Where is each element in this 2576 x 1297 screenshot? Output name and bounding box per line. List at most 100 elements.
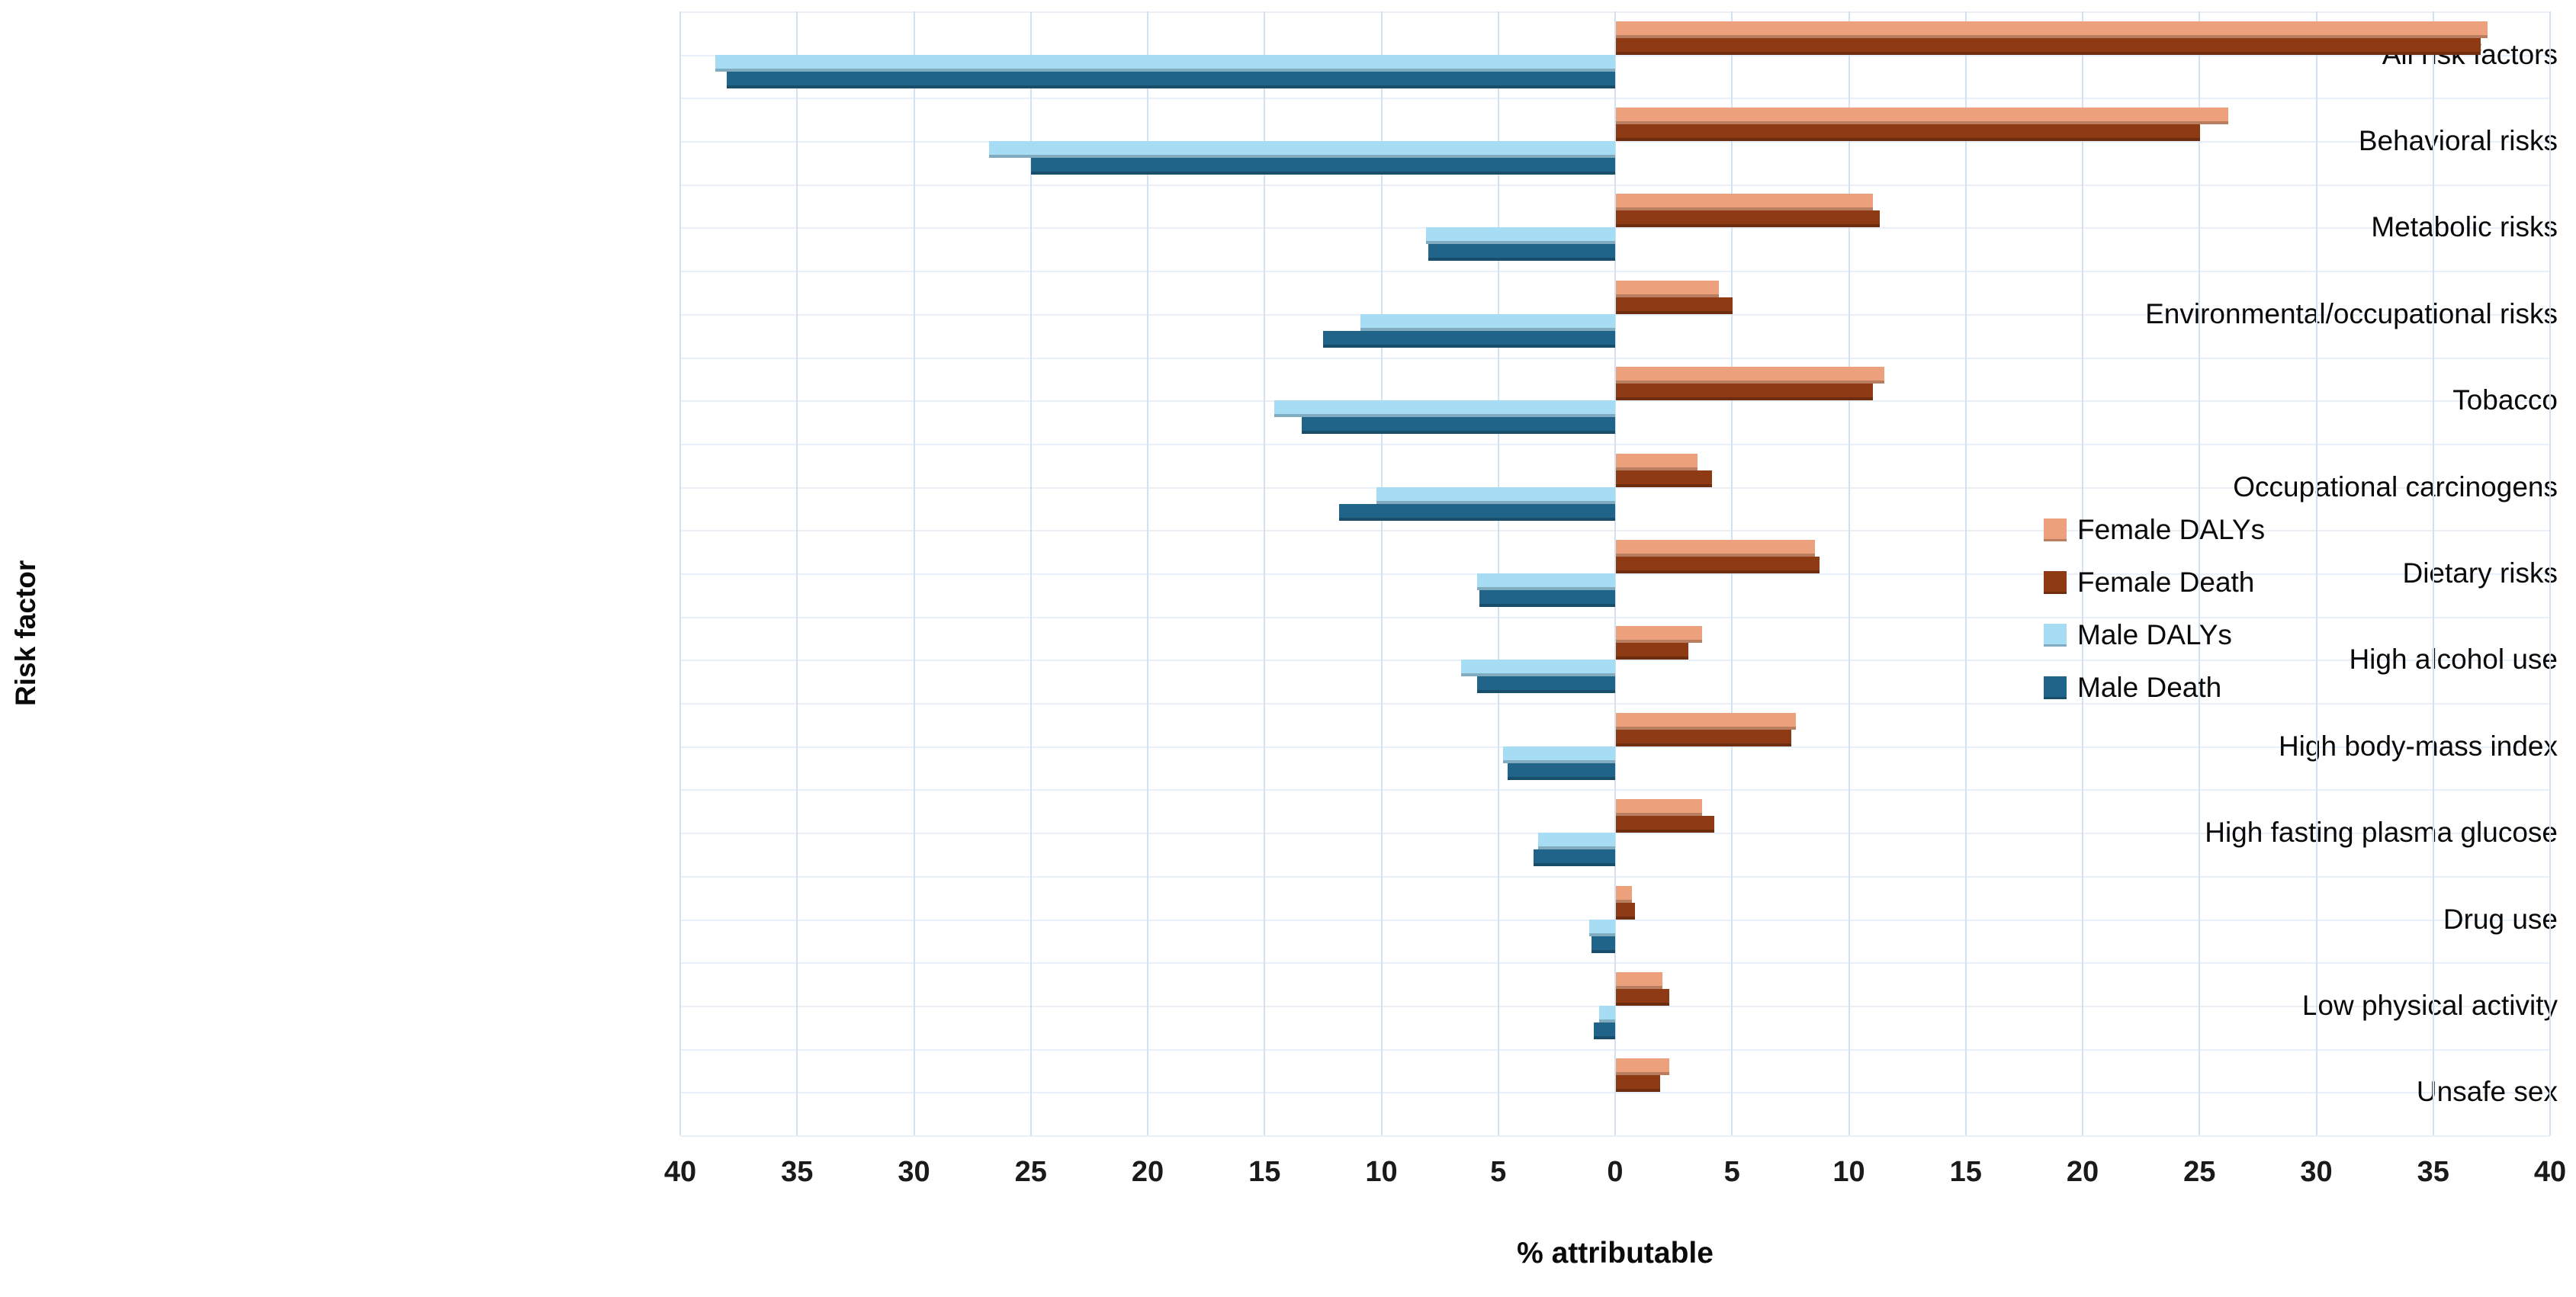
vertical-gridline xyxy=(2549,11,2551,1135)
bar-female-death xyxy=(1616,124,2201,142)
x-tick-label: 15 xyxy=(1248,1156,1281,1188)
bar-female-dalys xyxy=(1616,453,1698,470)
x-tick-label: 10 xyxy=(1832,1156,1865,1188)
vertical-gridline xyxy=(679,11,681,1135)
horizontal-gridline xyxy=(680,1135,2550,1137)
bar-female-dalys xyxy=(1616,540,1815,557)
bar-male-dalys xyxy=(1477,573,1615,590)
bar-male-dalys xyxy=(1425,227,1615,245)
bar-male-dalys xyxy=(1274,400,1615,418)
vertical-gridline xyxy=(1614,11,1616,1135)
legend-label: Female DALYs xyxy=(2077,513,2266,545)
bar-female-dalys xyxy=(1616,108,2229,125)
bar-male-death xyxy=(1533,849,1615,867)
legend-item: Male Death xyxy=(2044,661,2265,714)
bar-male-death xyxy=(1339,503,1615,521)
bar-male-death xyxy=(727,71,1615,88)
x-tick-label: 25 xyxy=(1014,1156,1047,1188)
y-axis-title: Risk factor xyxy=(10,560,41,706)
x-tick-label: 5 xyxy=(1490,1156,1507,1188)
x-tick-label: 40 xyxy=(663,1156,697,1188)
bar-female-death xyxy=(1616,37,2481,55)
bar-male-death xyxy=(1477,676,1615,694)
bar-male-dalys xyxy=(1460,660,1615,677)
category-label: Tobacco xyxy=(2452,384,2558,416)
bar-female-dalys xyxy=(1616,712,1796,730)
bar-male-dalys xyxy=(1360,313,1615,331)
x-tick-label: 40 xyxy=(2533,1156,2567,1188)
bar-male-death xyxy=(1592,936,1615,953)
bar-female-dalys xyxy=(1616,971,1663,989)
bar-female-death xyxy=(1616,816,1714,833)
bar-male-death xyxy=(1302,417,1615,435)
bar-female-dalys xyxy=(1616,1058,1670,1076)
bar-female-death xyxy=(1616,1075,1661,1093)
bar-male-dalys xyxy=(1502,746,1615,763)
bar-male-dalys xyxy=(1376,486,1615,504)
bar-female-dalys xyxy=(1616,799,1703,817)
legend-item: Male DALYs xyxy=(2044,608,2265,661)
legend: Female DALYs Female Death Male DALYs Male D… xyxy=(2044,503,2265,714)
vertical-gridline xyxy=(1964,11,1967,1135)
legend-swatch-icon xyxy=(2044,570,2067,594)
bar-male-death xyxy=(1428,244,1615,262)
category-label: Metabolic risks xyxy=(2371,211,2558,243)
bar-female-death xyxy=(1616,988,1670,1006)
vertical-gridline xyxy=(1848,11,1850,1135)
bar-male-death xyxy=(1594,1022,1615,1039)
category-label: Drug use xyxy=(2443,903,2558,935)
x-axis-title: % attributable xyxy=(1517,1237,1714,1270)
vertical-gridline xyxy=(1731,11,1733,1135)
bar-male-death xyxy=(1322,330,1615,348)
legend-swatch-icon xyxy=(2044,676,2067,699)
x-tick-label: 35 xyxy=(2417,1156,2449,1188)
x-tick-label: 15 xyxy=(1949,1156,1982,1188)
vertical-gridline xyxy=(2082,11,2083,1135)
x-tick-label: 0 xyxy=(1607,1156,1624,1188)
category-label: Environmental/occupational risks xyxy=(2145,297,2558,329)
legend-label: Male DALYs xyxy=(2077,618,2232,650)
bar-male-dalys xyxy=(988,141,1615,159)
category-label: High body-mass index xyxy=(2278,730,2558,762)
bar-female-death xyxy=(1616,557,1820,573)
legend-swatch-icon xyxy=(2044,623,2067,647)
vertical-gridline xyxy=(1029,11,1032,1135)
category-label: Low physical activity xyxy=(2301,989,2558,1021)
x-tick-label: 30 xyxy=(2300,1156,2333,1188)
bar-male-death xyxy=(1030,158,1615,175)
bar-male-dalys xyxy=(1589,919,1615,936)
category-label: Dietary risks xyxy=(2402,557,2558,589)
x-tick-label: 5 xyxy=(1723,1156,1740,1188)
x-tick-label: 25 xyxy=(2183,1156,2216,1188)
bar-male-death xyxy=(1479,590,1615,607)
x-tick-label: 35 xyxy=(781,1156,814,1188)
bar-female-dalys xyxy=(1616,21,2488,38)
vertical-gridline xyxy=(1264,11,1266,1135)
legend-item: Female Death xyxy=(2044,556,2265,608)
category-label: Unsafe sex xyxy=(2416,1076,2558,1108)
bar-female-death xyxy=(1616,643,1688,660)
vertical-gridline xyxy=(913,11,915,1135)
x-tick-label: 30 xyxy=(898,1156,930,1188)
bar-female-dalys xyxy=(1616,280,1719,297)
legend-label: Female Death xyxy=(2077,566,2255,598)
category-label: High fasting plasma glucose xyxy=(2205,817,2558,849)
x-tick-label: 20 xyxy=(2066,1156,2099,1188)
legend-item: Female DALYs xyxy=(2044,503,2265,556)
vertical-gridline xyxy=(1380,11,1383,1135)
category-label: Occupational carcinogens xyxy=(2233,470,2558,502)
bar-female-death xyxy=(1616,297,1733,314)
bar-male-dalys xyxy=(1598,1005,1615,1023)
bar-female-death xyxy=(1616,210,1881,228)
bar-male-dalys xyxy=(1537,833,1615,850)
vertical-gridline xyxy=(2432,11,2434,1135)
vertical-gridline xyxy=(2315,11,2317,1135)
bar-male-death xyxy=(1508,762,1615,780)
x-tick-label: 10 xyxy=(1365,1156,1398,1188)
bar-female-death xyxy=(1616,729,1791,746)
bar-female-dalys xyxy=(1616,194,1874,211)
legend-swatch-icon xyxy=(2044,518,2067,541)
bar-male-dalys xyxy=(715,54,1615,72)
bar-female-death xyxy=(1616,470,1712,487)
bar-female-dalys xyxy=(1616,885,1633,903)
